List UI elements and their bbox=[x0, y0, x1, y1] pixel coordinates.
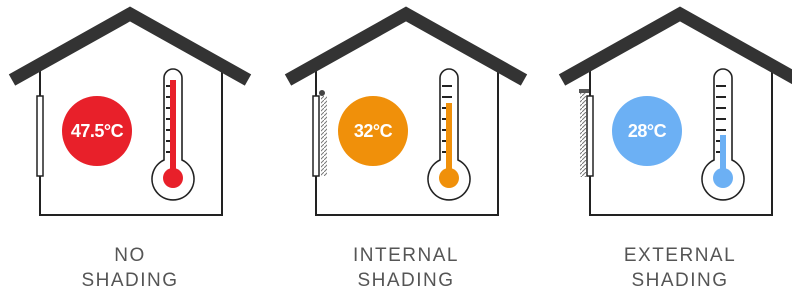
temperature-label: 28°C bbox=[628, 121, 667, 141]
temperature-label: 32°C bbox=[354, 121, 393, 141]
thermometer-bulb bbox=[163, 168, 183, 188]
temperature-label: 47.5°C bbox=[71, 121, 124, 141]
thermometer-fill bbox=[170, 80, 176, 176]
shade-roller bbox=[579, 89, 589, 93]
caption: SHADING bbox=[81, 270, 178, 289]
house-roof bbox=[562, 14, 792, 80]
caption: EXTERNAL bbox=[624, 245, 736, 266]
external-shade bbox=[580, 93, 586, 177]
caption: INTERNAL bbox=[353, 245, 459, 266]
window bbox=[587, 96, 593, 176]
window bbox=[37, 96, 43, 176]
internal-shade bbox=[321, 96, 327, 176]
shading-diagram: 47.5°C NO SHADING 32°C INTERNAL SHADING 28°C EX… bbox=[0, 0, 792, 289]
caption: SHADING bbox=[357, 270, 454, 289]
window bbox=[313, 96, 319, 176]
house-panel: 32°C INTERNAL SHADING bbox=[288, 14, 524, 289]
thermometer-fill bbox=[446, 103, 452, 176]
caption: NO bbox=[114, 245, 146, 266]
caption: SHADING bbox=[631, 270, 728, 289]
house-panel: 28°C EXTERNAL SHADING bbox=[562, 14, 792, 289]
house-roof bbox=[288, 14, 524, 80]
thermometer-bulb bbox=[439, 168, 459, 188]
thermometer-bulb bbox=[713, 168, 733, 188]
house-roof bbox=[12, 14, 248, 80]
shade-roller bbox=[319, 90, 325, 96]
house-panel: 47.5°C NO SHADING bbox=[12, 14, 248, 289]
